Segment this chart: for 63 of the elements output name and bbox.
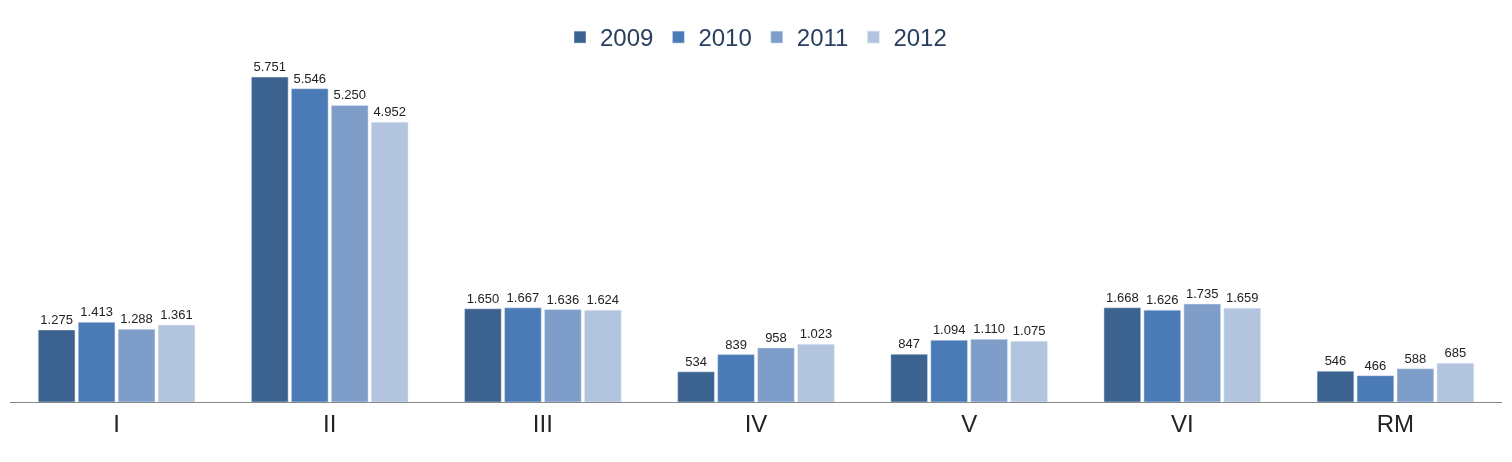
bar: [251, 76, 289, 402]
x-tick-label: III: [532, 409, 553, 437]
bar: [291, 88, 329, 402]
bar: [930, 339, 968, 402]
bar: [677, 371, 715, 402]
bar: [1436, 363, 1475, 402]
data-label: 958: [765, 329, 787, 345]
data-label: 1.023: [799, 326, 833, 342]
data-label: 1.413: [80, 304, 113, 320]
bar: [371, 121, 409, 402]
data-label: 534: [685, 353, 707, 369]
data-label: 1.668: [1106, 289, 1139, 305]
data-label: 1.735: [1185, 285, 1219, 301]
data-label: 1.075: [1012, 323, 1046, 339]
data-label: 466: [1364, 357, 1387, 373]
legend-label: 2010: [698, 24, 752, 52]
bar: [37, 329, 76, 402]
data-label: 847: [898, 336, 921, 352]
legend-label: 2011: [796, 24, 849, 52]
data-label: 1.288: [120, 311, 153, 327]
data-label: 1.361: [160, 307, 193, 323]
data-label: 839: [725, 336, 747, 352]
legend-label: 2009: [600, 24, 654, 52]
bar: [1223, 308, 1261, 402]
x-tick-label: IV: [744, 409, 768, 437]
bar: [464, 308, 502, 402]
bar: [1143, 309, 1181, 402]
bar: [77, 321, 116, 402]
bar: [504, 307, 542, 402]
data-label: 4.952: [373, 104, 406, 120]
data-label: 5.250: [333, 87, 366, 103]
x-tick-label: VI: [1170, 409, 1194, 437]
bar: [1103, 307, 1141, 402]
bar: [1010, 341, 1048, 402]
data-label: 1.650: [466, 290, 500, 306]
bar: [544, 309, 582, 402]
x-tick-label: RM: [1376, 409, 1415, 437]
bar: [1183, 303, 1221, 402]
data-label: 5.546: [293, 70, 327, 86]
data-label: 5.751: [253, 59, 287, 75]
bar: [717, 354, 755, 402]
bar: [1396, 368, 1435, 402]
data-label: 1.667: [506, 289, 540, 305]
data-label: 588: [1404, 350, 1427, 366]
data-label: 1.094: [932, 322, 966, 338]
bar: [970, 339, 1008, 402]
x-tick-label: V: [961, 409, 978, 437]
data-label: 1.626: [1146, 292, 1179, 308]
data-label: 1.636: [546, 291, 580, 307]
bar: [890, 353, 928, 402]
legend-label: 2012: [893, 24, 947, 52]
bar: [757, 347, 795, 402]
x-tick-label: II: [323, 409, 337, 437]
data-label: 685: [1444, 345, 1467, 361]
data-label: 1.624: [586, 292, 620, 308]
data-label: 1.275: [40, 311, 73, 327]
bar: [584, 310, 622, 402]
data-label: 1.659: [1225, 290, 1259, 306]
data-label: 1.110: [973, 321, 1005, 337]
data-label: 546: [1324, 353, 1347, 369]
x-tick-label: I: [113, 409, 120, 437]
bar: [797, 343, 835, 402]
bar: [331, 105, 369, 402]
